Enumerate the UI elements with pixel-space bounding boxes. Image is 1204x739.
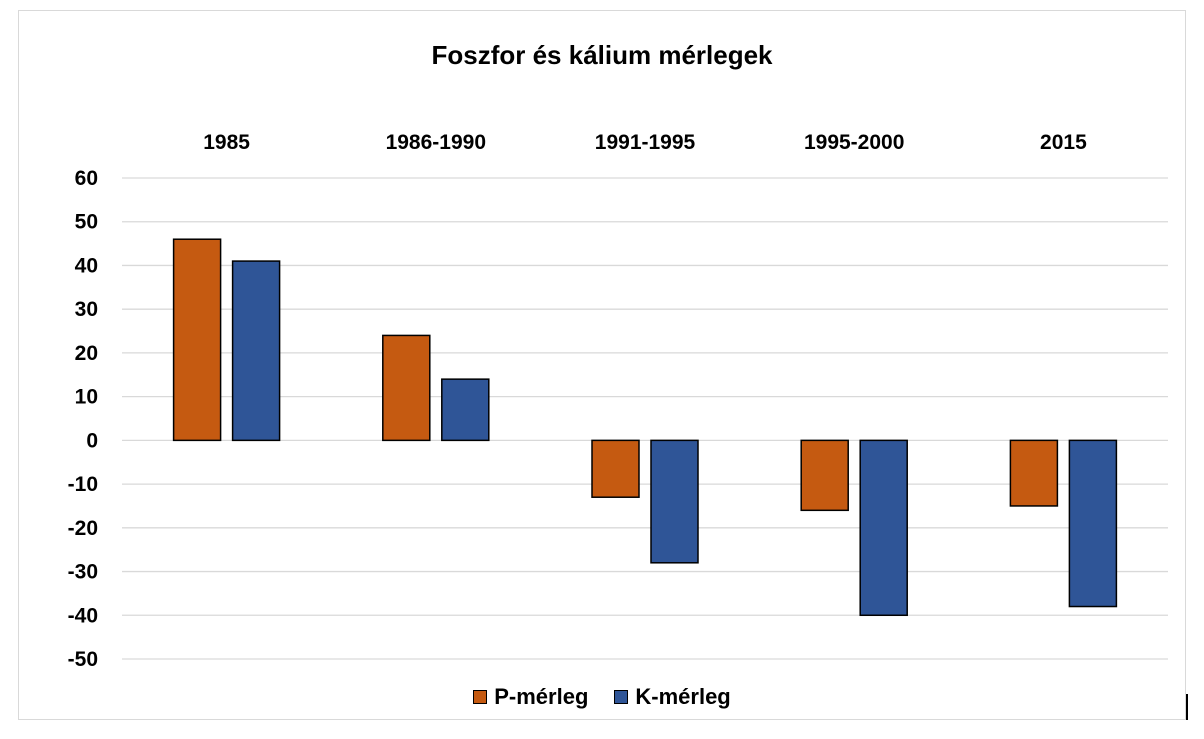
- bar-k-2: [650, 439, 699, 564]
- y-tick-label: -40: [68, 604, 98, 627]
- bar-p-2: [591, 439, 640, 498]
- category-label: 2015: [1040, 131, 1087, 154]
- bar-p-3: [800, 439, 849, 512]
- legend-label: K-mérleg: [635, 684, 731, 709]
- category-label: 1986-1990: [386, 131, 486, 154]
- legend-swatch: [473, 690, 488, 704]
- y-tick-label: 30: [75, 298, 98, 321]
- legend-swatch: [614, 690, 629, 704]
- y-tick-label: -50: [68, 648, 98, 671]
- y-tick-label: 40: [75, 254, 98, 277]
- legend: P-mérleg K-mérleg: [0, 684, 1204, 710]
- category-label: 1985: [203, 131, 250, 154]
- bar-p-4: [1009, 439, 1059, 507]
- category-labels: 1985 1986-1990 1991-1995 1995-2000 2015: [203, 131, 1087, 154]
- gridlines: [122, 177, 1168, 660]
- category-label: 1995-2000: [804, 131, 904, 154]
- category-label: 1991-1995: [595, 131, 696, 154]
- bar-p-0: [172, 238, 222, 442]
- y-tick-label: 60: [75, 167, 98, 190]
- y-tick-label: 0: [86, 429, 98, 452]
- y-tick-label: -30: [68, 561, 98, 584]
- y-tick-label: -10: [68, 473, 98, 496]
- y-tick-label: -20: [68, 517, 98, 540]
- y-tick-label: 20: [75, 342, 98, 365]
- frame-edge-mark: [1186, 694, 1188, 720]
- bar-k-0: [231, 260, 281, 442]
- y-tick-label: 10: [75, 386, 98, 409]
- y-tick-label: 50: [75, 211, 98, 234]
- legend-item: P-mérleg: [473, 684, 588, 710]
- bar-p-1: [382, 334, 431, 442]
- chart-title: Foszfor és kálium mérlegek: [431, 40, 773, 70]
- bar-k-3: [859, 439, 908, 617]
- legend-label: P-mérleg: [494, 684, 589, 709]
- bar-k-4: [1068, 439, 1118, 608]
- bars: [172, 238, 1118, 617]
- y-axis-ticks: 60 50 40 30 20 10 0 -10 -20 -30 -40 -50: [68, 167, 98, 671]
- bar-k-1: [441, 378, 490, 442]
- legend-item: K-mérleg: [614, 684, 731, 710]
